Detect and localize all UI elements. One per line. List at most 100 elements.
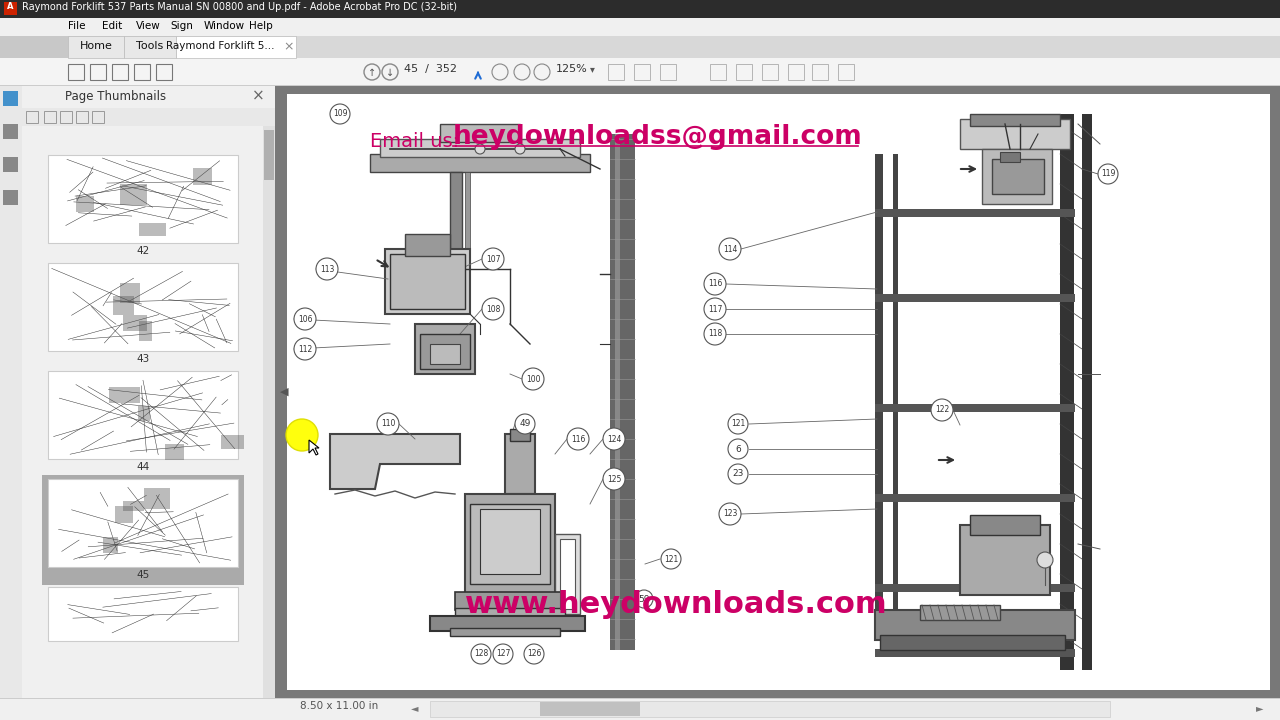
Bar — [506, 434, 535, 494]
Circle shape — [704, 298, 726, 320]
Bar — [0, 85, 1280, 86]
Bar — [109, 387, 140, 403]
Bar — [0, 58, 1280, 86]
Text: www.heydownloads.com: www.heydownloads.com — [465, 590, 887, 619]
Bar — [876, 649, 1075, 657]
Bar — [430, 701, 1110, 717]
Text: 124: 124 — [607, 434, 621, 444]
Text: Tools: Tools — [137, 41, 164, 51]
Text: 49: 49 — [520, 420, 531, 428]
Bar — [76, 111, 88, 123]
Circle shape — [719, 238, 741, 260]
Bar — [165, 444, 183, 460]
Bar — [838, 64, 854, 80]
Text: 127: 127 — [495, 649, 511, 659]
Text: 126: 126 — [527, 649, 541, 659]
Text: Help: Help — [250, 21, 273, 31]
Bar — [390, 254, 465, 309]
Bar — [3, 91, 18, 106]
Text: 125%: 125% — [556, 64, 588, 74]
Bar — [876, 494, 1075, 502]
Text: 121: 121 — [731, 420, 745, 428]
Bar — [120, 184, 147, 204]
Bar — [22, 108, 275, 126]
Text: ×: × — [284, 40, 294, 53]
Text: ▾: ▾ — [590, 64, 595, 74]
Bar — [465, 494, 556, 594]
Bar — [540, 702, 640, 716]
Bar — [762, 64, 778, 80]
Circle shape — [294, 308, 316, 330]
Bar — [1082, 114, 1092, 670]
Text: 112: 112 — [298, 344, 312, 354]
Bar — [611, 134, 635, 650]
Bar — [3, 124, 18, 139]
Bar — [970, 515, 1039, 535]
Bar — [1000, 152, 1020, 162]
Text: 106: 106 — [298, 315, 312, 323]
Text: 113: 113 — [320, 264, 334, 274]
Circle shape — [728, 439, 748, 459]
Circle shape — [1037, 552, 1053, 568]
Bar — [287, 94, 1270, 690]
Text: 43: 43 — [137, 354, 150, 364]
Bar — [49, 587, 238, 641]
Bar — [120, 284, 141, 303]
Text: 110: 110 — [381, 420, 396, 428]
Circle shape — [515, 144, 525, 154]
Text: 44: 44 — [137, 462, 150, 472]
Text: 122: 122 — [934, 405, 950, 415]
Bar — [561, 539, 575, 609]
Bar — [193, 168, 212, 185]
Circle shape — [316, 258, 338, 280]
Circle shape — [522, 368, 544, 390]
Circle shape — [483, 248, 504, 270]
Bar — [3, 157, 18, 172]
Bar — [124, 36, 177, 58]
Bar — [634, 64, 650, 80]
Circle shape — [719, 503, 741, 525]
Circle shape — [728, 464, 748, 484]
Bar — [49, 371, 238, 459]
Circle shape — [603, 428, 625, 450]
Bar — [812, 64, 828, 80]
Bar — [262, 126, 275, 698]
Circle shape — [704, 273, 726, 295]
Polygon shape — [330, 434, 460, 489]
Bar — [0, 86, 22, 698]
Bar — [788, 64, 804, 80]
Circle shape — [330, 104, 349, 124]
Bar — [49, 155, 238, 243]
Bar — [960, 119, 1070, 149]
Text: 118: 118 — [708, 330, 722, 338]
Text: ↓: ↓ — [387, 68, 394, 78]
Bar — [156, 64, 172, 80]
Bar — [264, 130, 274, 180]
Bar — [42, 475, 244, 585]
Bar — [4, 2, 17, 15]
Bar — [134, 64, 150, 80]
Bar — [77, 196, 93, 212]
Text: 45  /  352: 45 / 352 — [404, 64, 457, 74]
Circle shape — [728, 414, 748, 434]
Circle shape — [660, 549, 681, 569]
Circle shape — [931, 399, 954, 421]
Circle shape — [515, 414, 535, 434]
Bar — [881, 635, 1065, 650]
Text: 114: 114 — [723, 245, 737, 253]
Bar — [380, 139, 580, 157]
Bar — [420, 334, 470, 369]
Bar — [970, 114, 1060, 126]
Bar — [465, 172, 470, 252]
Bar — [68, 36, 124, 58]
Polygon shape — [308, 440, 319, 455]
Circle shape — [475, 144, 485, 154]
Text: 42: 42 — [137, 246, 150, 256]
Bar — [736, 64, 753, 80]
Bar — [370, 154, 590, 172]
Bar — [92, 111, 104, 123]
Bar — [145, 488, 170, 509]
Circle shape — [483, 298, 504, 320]
Bar — [0, 86, 1280, 698]
Bar — [470, 504, 550, 584]
